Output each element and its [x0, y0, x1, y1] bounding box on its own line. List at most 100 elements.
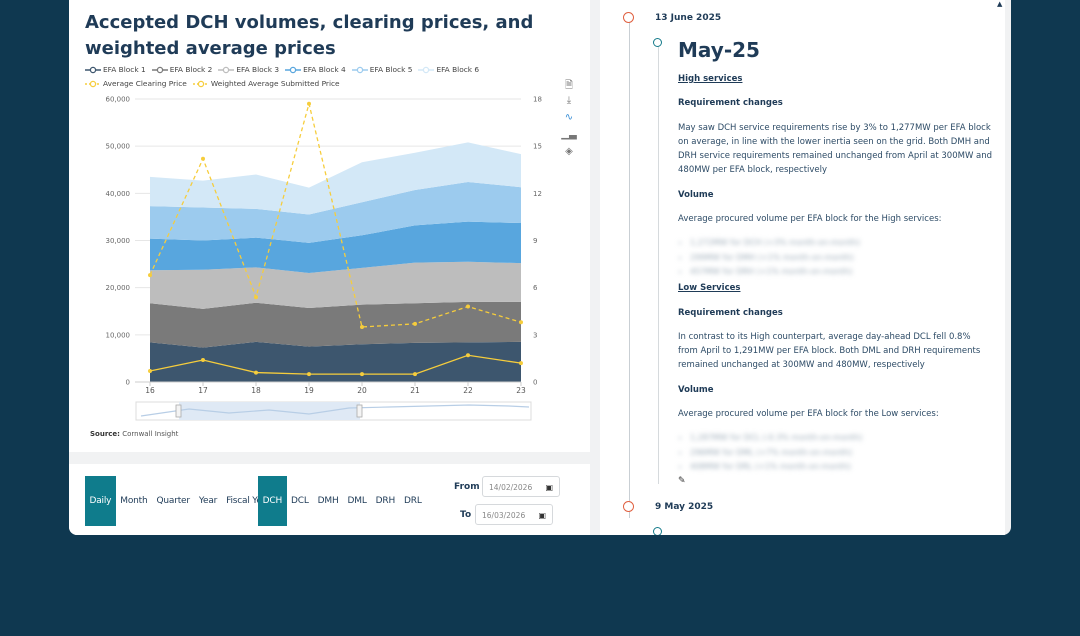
period-fiscal-year-button[interactable]: Fiscal Year — [226, 496, 258, 506]
service-dmh-button[interactable]: DMH — [317, 496, 339, 506]
data-point — [413, 372, 417, 377]
legend-marker-icon — [192, 80, 209, 88]
list-item: 408MW for DRL (+1% month-on-month) — [690, 460, 993, 474]
from-date-input[interactable]: 14/02/2026 ▣ — [482, 476, 560, 497]
data-point — [466, 353, 470, 358]
service-dcl-button[interactable]: DCL — [291, 496, 309, 506]
legend-item[interactable]: EFA Block 1 — [85, 63, 146, 77]
download-icon[interactable]: ⤓ — [566, 95, 572, 106]
document-icon[interactable]: 🗎 — [564, 80, 574, 91]
period-month-button[interactable]: Month — [120, 496, 148, 506]
bar-chart-icon[interactable]: ▁▃ — [561, 129, 577, 140]
chart-title: Accepted DCH volumes, clearing prices, a… — [85, 12, 534, 59]
area-series-2 — [150, 301, 521, 348]
y2-tick-label: 15 — [533, 143, 542, 151]
y-tick-label: 50,000 — [106, 143, 131, 151]
service-dml-button[interactable]: DML — [347, 496, 367, 506]
filter-buttons: Daily Month Quarter Year Fiscal Year DCH… — [85, 476, 426, 526]
legend-item[interactable]: Weighted Average Submitted Price — [192, 77, 340, 91]
x-tick-label: 19 — [304, 386, 314, 395]
area-series-1 — [150, 341, 521, 382]
to-label: To — [460, 510, 472, 520]
service-drl-button[interactable]: DRL — [404, 496, 422, 506]
high-services-paragraph: May saw DCH service requirements rise by… — [678, 122, 993, 176]
period-daily-button[interactable]: Daily — [85, 476, 116, 526]
x-tick-label: 17 — [198, 386, 208, 395]
high-services-link[interactable]: High services — [678, 74, 743, 84]
data-point — [148, 368, 152, 373]
service-drh-button[interactable]: DRH — [375, 496, 396, 506]
calendar-icon[interactable]: ▣ — [538, 511, 546, 520]
x-tick-label: 22 — [463, 386, 473, 395]
legend-item[interactable]: EFA Block 5 — [351, 63, 412, 77]
timeline-subdot-icon — [653, 527, 662, 535]
y-tick-label: 40,000 — [106, 190, 131, 198]
controls-card: Daily Month Quarter Year Fiscal Year DCH… — [69, 464, 590, 535]
list-item: 299MW for DMH (+1% month-on-month) — [690, 251, 993, 265]
chart-card: 0 10,000 20,000 30,000 40,000 50,000 60,000 0 3 6… — [69, 0, 590, 452]
to-date-input[interactable]: 16/03/2026 ▣ — [475, 504, 553, 525]
data-point — [148, 273, 152, 278]
legend-label: EFA Block 6 — [436, 65, 480, 74]
navigator-selected-range — [179, 402, 360, 420]
high-volume-intro: Average procured volume per EFA block fo… — [678, 214, 942, 225]
x-tick-label: 16 — [145, 386, 155, 395]
navigator-line — [140, 404, 530, 417]
area-series-3 — [150, 261, 521, 309]
area-series-6 — [150, 142, 521, 215]
timeline-date: 13 June 2025 — [655, 13, 722, 23]
y-tick-label: 0 — [126, 379, 130, 387]
x-tick-label: 18 — [251, 386, 261, 395]
legend-label: Average Clearing Price — [103, 79, 187, 88]
edit-icon[interactable]: ✎ — [678, 476, 686, 486]
data-point — [413, 321, 417, 326]
timeline-dot-icon — [623, 501, 634, 512]
legend-label: EFA Block 4 — [303, 65, 346, 74]
y2-tick-label: 18 — [533, 96, 542, 104]
timeline-panel: ▲ 13 June 2025 May-25 High services Requ… — [600, 0, 1005, 535]
area-series-5 — [150, 182, 521, 243]
data-point — [360, 324, 364, 329]
layers-icon[interactable]: ◈ — [565, 146, 573, 157]
y2-tick-label: 9 — [533, 237, 537, 245]
list-item: 1,287MW for DCL (-0.3% month-on-month) — [690, 431, 993, 445]
requirement-changes-heading: Requirement changes — [678, 98, 783, 109]
x-tick-label: 20 — [357, 386, 367, 395]
legend-item[interactable]: EFA Block 3 — [218, 63, 279, 77]
legend-label: EFA Block 3 — [236, 65, 280, 74]
legend-marker-icon — [285, 66, 302, 74]
from-label: From — [454, 482, 480, 492]
volume-heading: Volume — [678, 384, 714, 395]
legend-item[interactable]: EFA Block 2 — [151, 63, 212, 77]
timeline-date: 9 May 2025 — [655, 502, 714, 512]
navigator-handle-left — [175, 404, 182, 418]
chart-canvas: 0 10,000 20,000 30,000 40,000 50,000 60,000 0 3 6… — [106, 96, 542, 421]
y2-tick-label: 3 — [533, 331, 537, 339]
legend-item[interactable]: EFA Block 6 — [418, 63, 479, 77]
calendar-icon[interactable]: ▣ — [545, 483, 553, 492]
data-point — [307, 101, 311, 106]
timeline-dot-icon — [623, 12, 634, 23]
source-label: Source: — [90, 430, 120, 438]
legend-item[interactable]: Average Clearing Price — [85, 77, 187, 91]
period-year-button[interactable]: Year — [198, 496, 218, 506]
area-series-4 — [150, 221, 521, 274]
line-series-2 — [149, 103, 522, 328]
list-item: 457MW for DRH (+1% month-on-month) — [690, 265, 993, 279]
service-dch-button[interactable]: DCH — [258, 476, 287, 526]
x-tick-label: 23 — [516, 386, 526, 395]
requirement-changes-heading: Requirement changes — [678, 307, 783, 318]
navigator-handle-right — [356, 404, 363, 418]
low-services-paragraph: In contrast to its High counterpart, ave… — [678, 331, 981, 371]
data-point — [466, 304, 470, 309]
data-point — [307, 372, 311, 377]
source-text: Cornwall Insight — [122, 430, 179, 438]
line-chart-icon[interactable]: ∿ — [564, 112, 574, 123]
low-services-link[interactable]: Low Services — [678, 283, 741, 294]
y2-tick-label: 12 — [533, 190, 542, 198]
scroll-up-arrow-icon[interactable]: ▲ — [997, 0, 1003, 8]
data-point — [360, 372, 364, 377]
legend-item[interactable]: EFA Block 4 — [285, 63, 346, 77]
period-quarter-button[interactable]: Quarter — [156, 496, 191, 506]
data-point — [254, 295, 258, 300]
